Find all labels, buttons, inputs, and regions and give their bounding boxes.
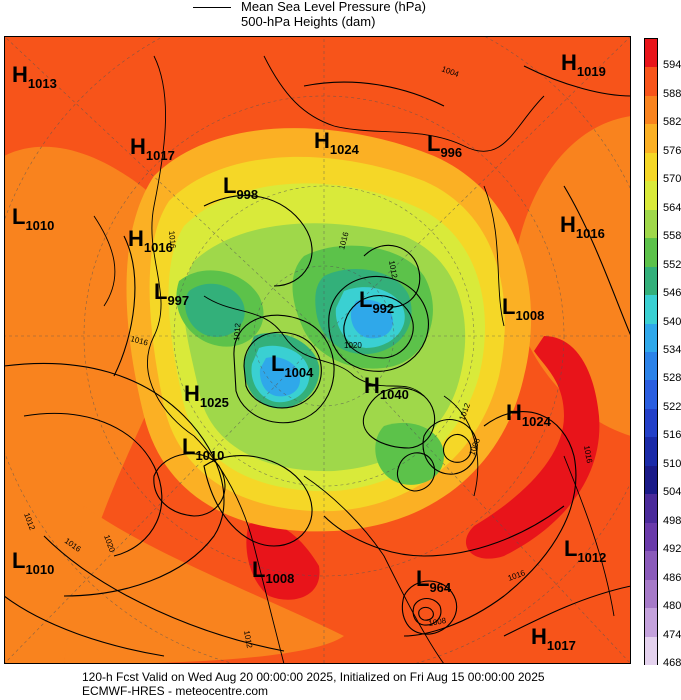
colorbar-label: 534	[663, 344, 681, 356]
pressure-centers: H1013 H1017 H1024 L996 H1019 L998 L1010 …	[12, 50, 606, 653]
colorbar-swatch	[644, 551, 658, 581]
colorbar-swatch	[644, 608, 658, 638]
colorbar-swatch	[644, 636, 658, 666]
colorbar-label: 588	[663, 87, 681, 100]
colorbar-swatch	[644, 408, 658, 438]
colorbar-label: 516	[663, 429, 681, 442]
height-field-534-north	[350, 299, 394, 339]
model-source-text: ECMWF-HRES - meteocentre.com	[82, 684, 269, 698]
pressure-center-low: L992	[359, 287, 394, 316]
heights-legend-label: 500-hPa Heights (dam)	[241, 14, 376, 29]
pressure-center-high: H1016	[128, 226, 173, 255]
colorbar-swatch	[644, 209, 658, 239]
pressure-center-high: H1024	[506, 400, 552, 429]
isobar-label: 1020	[344, 341, 362, 350]
pressure-center-high: H1017	[130, 134, 175, 163]
pressure-center-high: H1025	[184, 381, 229, 410]
pressure-center-low: L1010	[12, 204, 54, 233]
colorbar-swatch	[644, 181, 658, 211]
colorbar-label: 498	[663, 514, 681, 527]
map-legend: Mean Sea Level Pressure (hPa) 500-hPa He…	[0, 0, 681, 34]
colorbar-swatch	[644, 266, 658, 296]
height-colorbar	[644, 38, 658, 666]
pressure-center-low: L1010	[12, 548, 54, 577]
pressure-center-low: L1008	[252, 557, 294, 586]
pressure-center-high: H1019	[561, 50, 606, 79]
forecast-validity-text: 120-h Fcst Valid on Wed Aug 20 00:00:00 …	[82, 670, 545, 684]
height-field-594-nam	[246, 521, 320, 600]
colorbar-label: 492	[663, 543, 681, 556]
colorbar-swatch	[644, 380, 658, 410]
height-field-546-west	[185, 283, 245, 337]
map-frame	[4, 36, 631, 664]
colorbar-label: 480	[663, 600, 681, 613]
pressure-center-low: L1010	[182, 434, 224, 463]
colorbar-swatch	[644, 124, 658, 154]
pressure-center-high: H1013	[12, 62, 57, 91]
isobar-label: 1008	[428, 616, 448, 628]
colorbar-swatch	[644, 579, 658, 609]
isobars	[4, 65, 631, 657]
pressure-center-low: L997	[154, 279, 189, 308]
colorbar-swatch	[644, 152, 658, 182]
pressure-center-low: L996	[427, 131, 462, 160]
isobar-label: 1016	[582, 445, 594, 465]
colorbar-swatch	[644, 352, 658, 381]
colorbar-swatch	[644, 39, 658, 68]
colorbar-swatch	[644, 494, 658, 524]
colorbar-label: 522	[663, 400, 681, 413]
pressure-center-low: L1008	[502, 294, 544, 323]
colorbar-label: 564	[663, 201, 681, 214]
height-field-534-center	[259, 357, 301, 397]
colorbar-swatch	[644, 95, 658, 125]
pressure-center-high: H1017	[531, 624, 576, 653]
colorbar-swatch	[644, 295, 658, 325]
isobar-label: 1016	[167, 230, 178, 249]
height-field-594-atlantic	[465, 336, 600, 559]
colorbar-label: 594	[663, 59, 681, 72]
graticule	[4, 36, 631, 664]
colorbar-swatch	[644, 238, 658, 268]
colorbar-label: 582	[663, 116, 681, 129]
colorbar-label: 558	[663, 230, 681, 243]
colorbar-swatch	[644, 323, 658, 353]
colorbar-label: 570	[663, 173, 681, 186]
pressure-center-high: H1024	[314, 128, 360, 157]
weather-map: 1004 1016 1012 1020 1016 1012 1016 1012 …	[4, 36, 631, 664]
colorbar-label: 540	[663, 315, 681, 328]
isobar-label: 1012	[387, 260, 399, 280]
colorbar-label: 528	[663, 372, 681, 385]
pressure-center-high: H1016	[560, 212, 605, 241]
isobar-label: 1012	[232, 322, 243, 341]
colorbar-label: 486	[663, 571, 681, 584]
colorbar-swatch	[644, 522, 658, 552]
colorbar-label: 552	[663, 258, 681, 271]
colorbar-label: 468	[663, 657, 681, 669]
colorbar-swatch	[644, 67, 658, 97]
pressure-center-low: L964	[416, 566, 452, 595]
pressure-center-high: H1040	[364, 373, 409, 402]
colorbar-label: 546	[663, 287, 681, 300]
colorbar-label: 504	[663, 486, 681, 499]
colorbar-label: 576	[663, 144, 681, 157]
pressure-center-low: L998	[223, 173, 258, 202]
colorbar-label: 474	[663, 628, 681, 641]
pressure-center-low: L1004	[271, 351, 314, 380]
mslp-line-swatch	[193, 7, 231, 8]
isobar-label: 1012	[242, 630, 254, 650]
colorbar-swatch	[644, 437, 658, 467]
colorbar-swatch	[644, 465, 658, 495]
pressure-center-low: L1012	[564, 536, 606, 565]
mslp-legend-label: Mean Sea Level Pressure (hPa)	[241, 0, 426, 14]
colorbar-label: 510	[663, 457, 681, 470]
